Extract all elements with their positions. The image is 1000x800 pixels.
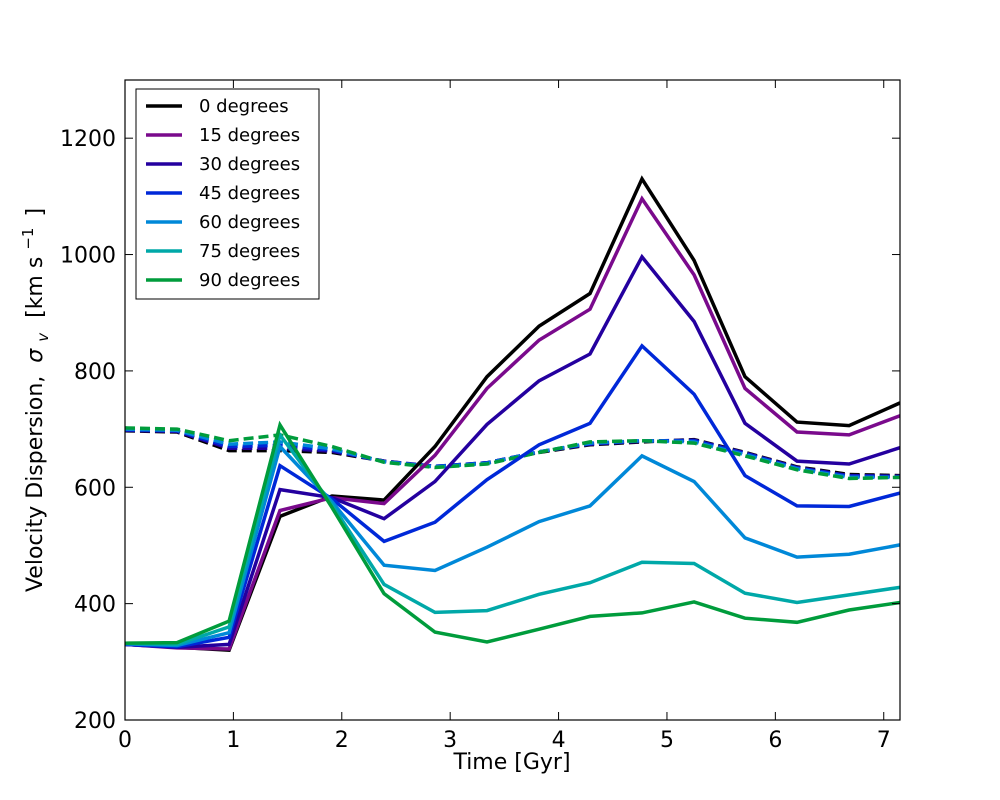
legend-label-1: 15 degrees <box>199 125 300 146</box>
y-tick-label: 800 <box>74 360 116 385</box>
y-axis-title: Velocity Dispersion, σ v [km s −1 ] <box>14 208 54 592</box>
y-tick-label: 400 <box>74 593 116 618</box>
y-axis-title-subscript: v <box>34 332 52 342</box>
y-tick-label: 200 <box>74 709 116 734</box>
plot-frame <box>124 79 901 721</box>
y-axis-title-units-close: ] <box>23 208 48 217</box>
series-line-3 <box>125 343 900 649</box>
series-line-2 <box>125 253 900 650</box>
y-axis-title-symbol: σ <box>23 348 48 363</box>
y-tick-label: 1000 <box>60 244 116 269</box>
series-layer <box>125 175 900 653</box>
legend: 0 degrees 15 degrees 30 degrees 45 degrees 6… <box>135 88 320 300</box>
y-tick-label: 600 <box>74 476 116 501</box>
legend-label-5: 75 degrees <box>199 241 300 262</box>
x-axis-title: Time [Gyr] <box>452 750 570 775</box>
series-line-5 <box>125 430 900 647</box>
legend-label-3: 45 degrees <box>199 183 300 204</box>
series-line-dashed-11 <box>125 426 900 481</box>
series-line-4 <box>125 443 900 648</box>
x-tick-label: 1 <box>226 728 240 753</box>
y-axis-title-prefix: Velocity Dispersion, <box>23 376 48 592</box>
x-tick-label: 6 <box>768 728 782 753</box>
series-line-6 <box>125 420 900 645</box>
ticks-layer: 0 1 2 3 4 5 6 7 200 400 600 800 1000 1200 <box>60 80 900 753</box>
legend-label-2: 30 degrees <box>199 154 300 175</box>
y-axis-title-units-sup: −1 <box>19 228 37 250</box>
x-tick-label: 0 <box>118 728 132 753</box>
legend-label-0: 0 degrees <box>199 96 289 117</box>
y-axis-title-units: [km s <box>23 257 48 318</box>
legend-label-4: 60 degrees <box>199 212 300 233</box>
x-tick-label: 4 <box>552 728 566 753</box>
x-tick-label: 2 <box>335 728 349 753</box>
series-line-1 <box>125 195 900 651</box>
x-tick-label: 5 <box>660 728 674 753</box>
x-tick-label: 7 <box>877 728 891 753</box>
legend-label-6: 90 degrees <box>199 270 300 291</box>
x-tick-label: 3 <box>443 728 457 753</box>
y-tick-label: 1200 <box>60 127 116 152</box>
